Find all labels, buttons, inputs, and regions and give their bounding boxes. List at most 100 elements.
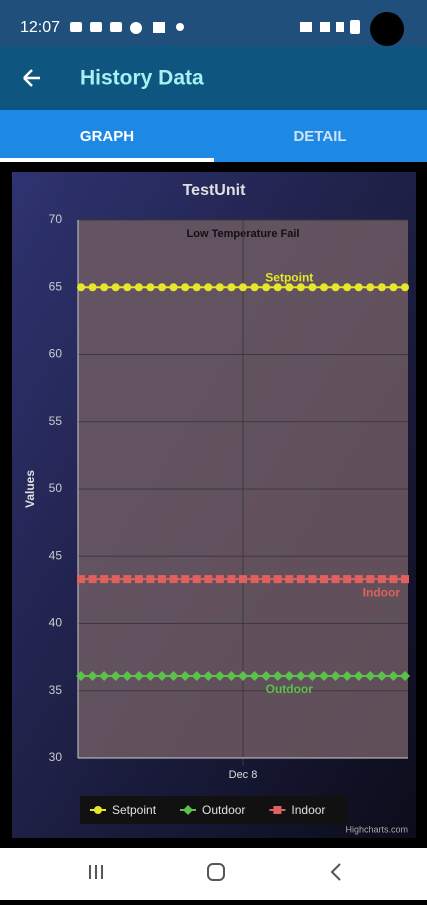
tab-indicator bbox=[0, 158, 214, 162]
y-tick-label: 65 bbox=[49, 279, 63, 293]
marker bbox=[88, 283, 97, 292]
marker bbox=[366, 283, 375, 292]
status-bar bbox=[0, 0, 427, 46]
marker bbox=[180, 670, 191, 681]
tab[interactable]: DETAIL bbox=[293, 128, 346, 145]
marker bbox=[262, 575, 271, 584]
marker bbox=[77, 283, 85, 292]
home-button[interactable] bbox=[207, 863, 225, 881]
y-tick-label: 35 bbox=[49, 683, 63, 697]
marker bbox=[285, 283, 294, 292]
chart-title: TestUnit bbox=[183, 182, 246, 199]
marker bbox=[227, 575, 236, 584]
marker bbox=[183, 805, 194, 815]
marker bbox=[389, 283, 398, 292]
marker bbox=[146, 575, 155, 584]
app-title: History Data bbox=[80, 67, 204, 90]
y-tick-label: 70 bbox=[49, 212, 63, 226]
marker bbox=[123, 575, 132, 584]
recent-button[interactable] bbox=[89, 865, 103, 879]
nav-bar bbox=[0, 848, 427, 900]
marker bbox=[168, 670, 179, 681]
marker bbox=[99, 670, 110, 681]
marker bbox=[134, 283, 143, 292]
marker bbox=[94, 806, 102, 814]
marker bbox=[158, 283, 166, 292]
marker bbox=[320, 283, 328, 292]
marker bbox=[238, 670, 248, 681]
marker bbox=[354, 575, 363, 584]
marker bbox=[87, 670, 98, 681]
marker bbox=[320, 575, 328, 584]
marker bbox=[296, 283, 305, 292]
marker bbox=[273, 575, 282, 584]
marker bbox=[250, 283, 259, 292]
marker bbox=[111, 283, 120, 292]
marker bbox=[319, 670, 329, 681]
tab[interactable]: GRAPH bbox=[80, 128, 134, 145]
marker bbox=[342, 670, 353, 681]
marker bbox=[330, 670, 341, 681]
marker bbox=[273, 806, 282, 814]
marker bbox=[331, 283, 340, 292]
marker bbox=[239, 283, 247, 292]
marker bbox=[181, 283, 190, 292]
marker bbox=[146, 283, 155, 292]
marker bbox=[308, 575, 317, 584]
marker bbox=[261, 670, 272, 681]
marker bbox=[249, 670, 260, 681]
marker bbox=[226, 670, 237, 681]
marker bbox=[273, 283, 282, 292]
marker bbox=[204, 283, 213, 292]
marker bbox=[204, 575, 213, 584]
marker bbox=[250, 575, 259, 584]
marker bbox=[295, 670, 306, 681]
status-icons bbox=[70, 20, 360, 34]
legend-label[interactable]: Outdoor bbox=[202, 803, 245, 817]
x-tick-label: Dec 8 bbox=[229, 769, 258, 781]
marker bbox=[169, 283, 178, 292]
marker bbox=[353, 670, 364, 681]
marker bbox=[343, 283, 352, 292]
marker bbox=[181, 575, 190, 584]
camera-cutout bbox=[370, 12, 404, 46]
marker bbox=[377, 283, 386, 292]
marker bbox=[366, 575, 375, 584]
marker bbox=[285, 575, 294, 584]
marker bbox=[272, 670, 283, 681]
marker bbox=[158, 575, 166, 584]
marker bbox=[76, 670, 86, 681]
marker bbox=[203, 670, 214, 681]
back-button[interactable] bbox=[23, 69, 40, 87]
y-tick-label: 45 bbox=[49, 548, 63, 562]
credit: Highcharts.com bbox=[345, 824, 408, 834]
marker bbox=[284, 670, 295, 681]
back-nav-button[interactable] bbox=[330, 863, 341, 881]
time: 12:07 bbox=[20, 19, 60, 36]
app-bar bbox=[0, 46, 427, 110]
legend-label[interactable]: Indoor bbox=[291, 803, 325, 817]
marker bbox=[215, 575, 224, 584]
series-label: Setpoint bbox=[265, 270, 313, 284]
marker bbox=[401, 575, 409, 584]
y-tick-label: 40 bbox=[49, 616, 63, 630]
y-tick-label: 55 bbox=[49, 414, 63, 428]
marker bbox=[262, 283, 271, 292]
marker bbox=[331, 575, 340, 584]
marker bbox=[307, 670, 318, 681]
marker bbox=[227, 283, 236, 292]
marker bbox=[192, 283, 201, 292]
marker bbox=[157, 670, 167, 681]
y-tick-label: 60 bbox=[49, 347, 63, 361]
marker bbox=[388, 670, 399, 681]
legend-label[interactable]: Setpoint bbox=[112, 803, 157, 817]
y-tick-label: 30 bbox=[49, 750, 63, 764]
marker bbox=[133, 670, 144, 681]
marker bbox=[191, 670, 202, 681]
marker bbox=[296, 575, 305, 584]
series-label: Outdoor bbox=[266, 682, 314, 696]
marker bbox=[239, 575, 247, 584]
marker bbox=[376, 670, 387, 681]
marker bbox=[100, 283, 109, 292]
marker bbox=[111, 575, 120, 584]
